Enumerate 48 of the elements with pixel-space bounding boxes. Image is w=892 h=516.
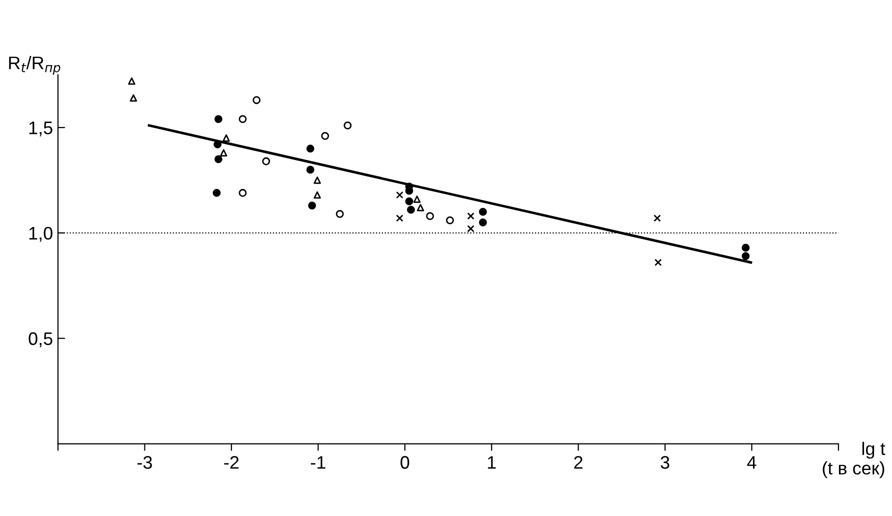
point	[413, 196, 421, 203]
point	[220, 149, 228, 156]
point	[478, 218, 487, 226]
point	[396, 191, 404, 199]
point	[314, 176, 321, 184]
point	[406, 206, 415, 214]
point	[252, 96, 261, 104]
y-tick-label: 1,0	[29, 226, 52, 242]
point	[222, 134, 230, 142]
point	[238, 188, 247, 197]
point	[467, 212, 474, 220]
x-tick-label: 1	[488, 456, 496, 469]
point	[212, 188, 221, 197]
point	[467, 225, 474, 232]
x-axis-title: lg t (t в сек)	[822, 442, 886, 478]
point	[405, 197, 414, 206]
point	[308, 202, 316, 210]
point	[344, 121, 352, 130]
point	[446, 216, 454, 224]
y-axis-title: R$_{t}$/R$_{пр}$	[9, 56, 60, 75]
y-tick-label: 0,5	[28, 332, 52, 348]
point	[742, 252, 750, 260]
x-tick-label: -3	[137, 456, 152, 469]
point	[396, 214, 404, 222]
point	[306, 166, 314, 174]
point	[742, 244, 750, 252]
point	[214, 155, 222, 164]
y-tick-label: 1,5	[29, 122, 52, 136]
point	[314, 191, 321, 199]
point	[654, 214, 661, 222]
point	[262, 157, 270, 166]
x-tick-label: 2	[574, 456, 582, 469]
point	[321, 132, 330, 140]
point	[130, 94, 138, 102]
point	[336, 210, 344, 218]
x-tick-label: 4	[747, 456, 756, 469]
x-tick-label: 3	[660, 456, 670, 469]
x-tick-label: -1	[310, 456, 326, 469]
point	[478, 208, 487, 216]
point	[416, 204, 424, 212]
point	[654, 258, 662, 266]
x-tick-label: 0	[400, 456, 410, 469]
x-tick-label: -2	[224, 456, 239, 469]
point	[238, 115, 247, 124]
point	[214, 115, 222, 124]
point	[128, 78, 136, 85]
point	[426, 212, 434, 220]
point	[306, 144, 314, 153]
